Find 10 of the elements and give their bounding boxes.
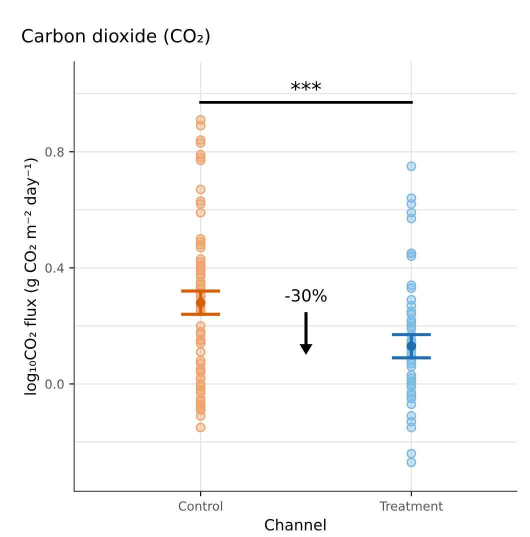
x-tick-label: Treatment <box>380 501 443 511</box>
y-tick-label: 0.8 <box>45 147 64 157</box>
annotation: *** <box>291 81 322 91</box>
y-tick-label: 0.4 <box>45 263 64 273</box>
x-tick-label: Control <box>178 501 222 511</box>
x-axis-title: Channel <box>264 518 326 531</box>
chart-title: Carbon dioxide (CO₂) <box>22 28 210 45</box>
annotation: -30% <box>285 289 327 302</box>
y-axis-title: log₁₀CO₂ flux (g CO₂ m⁻² day⁻¹) <box>24 158 40 395</box>
y-tick-label: 0.0 <box>45 379 64 389</box>
